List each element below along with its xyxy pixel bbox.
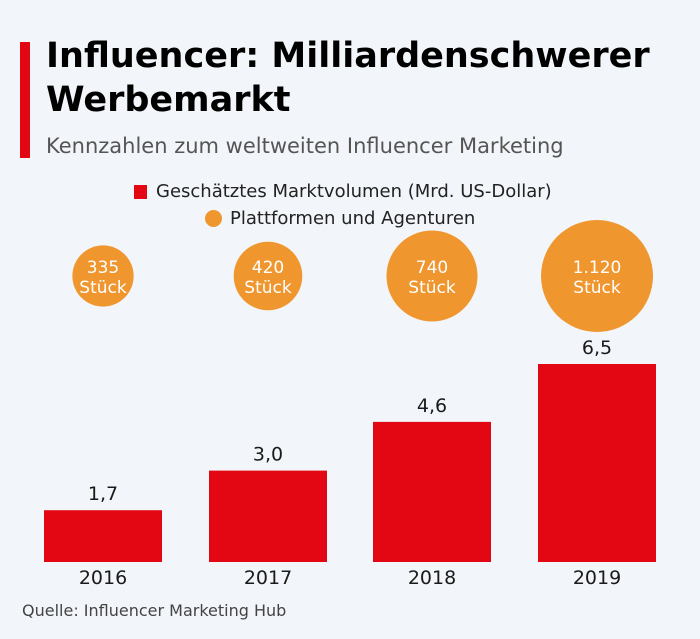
bar-2018	[373, 421, 491, 562]
legend-label-platforms: Plattformen und Agenturen	[230, 208, 476, 229]
source-note: Quelle: Influencer Marketing Hub	[22, 601, 287, 620]
bar-value-label-2016: 1,7	[88, 483, 118, 505]
accent-bar	[20, 42, 30, 158]
title-line-2: Werbemarkt	[46, 80, 291, 120]
chart-title: Influencer: Milliardenschwerer Werbemark…	[46, 34, 686, 122]
bar-value-label-2019: 6,5	[582, 337, 612, 359]
bubble-2019	[541, 220, 653, 332]
bubble-2017	[233, 241, 303, 311]
bubble-value-label-2016: 335	[87, 258, 119, 278]
bubble-value-label-2017: 420	[252, 258, 284, 278]
x-tick-label-2019: 2019	[573, 567, 621, 589]
bubble-unit-label-2019: Stück	[573, 278, 621, 298]
bar-value-label-2018: 4,6	[417, 395, 447, 417]
bubble-2016	[72, 245, 134, 307]
bar-2017	[209, 470, 327, 562]
legend-item-market-volume: Geschätztes Marktvolumen (Mrd. US-Dollar…	[134, 181, 552, 202]
bubble-unit-label-2018: Stück	[408, 278, 456, 298]
legend-label-market-volume: Geschätztes Marktvolumen (Mrd. US-Dollar…	[156, 181, 552, 202]
title-line-1: Influencer: Milliardenschwerer	[46, 36, 650, 76]
x-tick-label-2016: 2016	[79, 567, 127, 589]
bar-2019	[538, 364, 656, 562]
bubble-value-label-2018: 740	[416, 258, 448, 278]
legend-swatch-bubble	[205, 210, 222, 227]
bubble-2018	[386, 230, 478, 322]
bar-value-label-2017: 3,0	[253, 444, 283, 466]
x-tick-label-2017: 2017	[244, 567, 292, 589]
legend-swatch-bar	[134, 184, 147, 199]
bubble-unit-label-2017: Stück	[244, 278, 292, 298]
chart-subtitle: Kennzahlen zum weltweiten Influencer Mar…	[46, 134, 564, 158]
legend-item-platforms: Plattformen und Agenturen	[205, 208, 475, 229]
bubble-value-label-2019: 1.120	[573, 258, 622, 278]
bubble-unit-label-2016: Stück	[79, 278, 127, 298]
x-tick-label-2018: 2018	[408, 567, 456, 589]
bar-2016	[44, 510, 162, 562]
